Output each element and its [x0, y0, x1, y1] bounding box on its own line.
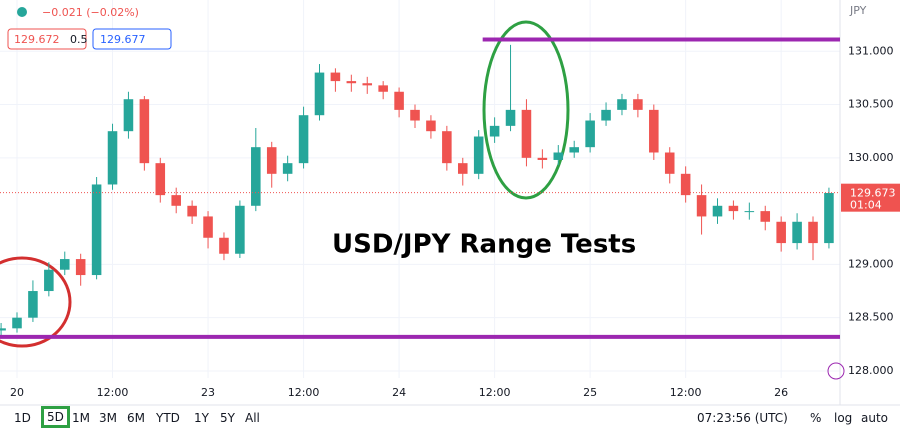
range-button[interactable]: 1Y	[194, 411, 209, 425]
range-button[interactable]: 5D	[41, 406, 70, 428]
candle-body	[219, 237, 229, 254]
candle-body	[649, 109, 659, 153]
candle-body	[346, 81, 357, 84]
candle-body	[521, 109, 532, 158]
x-tick-label: 24	[392, 386, 406, 399]
change: −0.021 (−0.02%)	[42, 6, 139, 19]
candle-body	[505, 109, 516, 126]
candle-body	[680, 173, 691, 196]
y-tick-label: 130.500	[848, 98, 894, 111]
candle-body	[712, 205, 723, 217]
range-button[interactable]: 1D	[14, 411, 31, 425]
x-tick-label: 23	[201, 386, 215, 399]
candle-body	[330, 72, 341, 82]
candle-body	[410, 109, 420, 121]
candle-body	[728, 205, 739, 212]
highlight-circle	[482, 20, 570, 200]
candle-body	[44, 269, 54, 292]
x-tick-label: 12:00	[670, 386, 702, 399]
range-button[interactable]: 1M	[72, 411, 90, 425]
ask: 129.677	[100, 33, 146, 46]
highlight-circle	[0, 256, 72, 348]
percent-toggle[interactable]: %	[810, 411, 822, 425]
bid-box	[7, 28, 87, 50]
auto-toggle[interactable]: auto	[861, 411, 889, 425]
candle-body	[664, 152, 675, 174]
alert-icon	[827, 362, 845, 380]
candle-body	[569, 147, 579, 153]
candle-body	[0, 328, 6, 331]
x-tick-label: 12:00	[479, 386, 511, 399]
candle-body	[378, 85, 388, 92]
candle-body	[266, 147, 277, 174]
last-price-label: 129.673	[850, 187, 896, 200]
last-price-box	[841, 183, 900, 212]
candle-body	[12, 317, 22, 329]
candle-body	[394, 91, 404, 110]
candle-body	[792, 221, 802, 244]
candle-body	[171, 195, 181, 206]
x-tick-label: 12:00	[97, 386, 129, 399]
candle-body	[426, 120, 436, 132]
candle-body	[28, 291, 38, 318]
candle-body	[59, 259, 70, 270]
range-button[interactable]: 3M	[99, 411, 117, 425]
countdown: 01:04	[850, 199, 882, 212]
status-dot	[17, 7, 27, 17]
ask-box	[92, 28, 172, 50]
candle-body	[235, 205, 245, 254]
y-tick-label: 130.000	[848, 151, 894, 164]
x-tick-label: 25	[583, 386, 597, 399]
range-button[interactable]: All	[245, 411, 260, 425]
candle-body	[457, 163, 468, 174]
candle-body	[282, 163, 293, 174]
candle-body	[489, 125, 500, 137]
candle-body	[824, 192, 834, 244]
candle-body	[123, 99, 134, 132]
candle-body	[808, 221, 818, 244]
range-button[interactable]: 6M	[127, 411, 145, 425]
range-button[interactable]: 5Y	[220, 411, 235, 425]
x-tick-label: 20	[10, 386, 24, 399]
candle-body	[696, 195, 707, 217]
currency: JPY	[849, 4, 867, 17]
candle-body	[776, 221, 786, 244]
candle-body	[75, 259, 86, 276]
annotation: USD/JPY Range Tests	[332, 230, 636, 260]
range-button[interactable]: YTD	[156, 411, 180, 425]
y-tick-label: 129.000	[848, 257, 894, 270]
log-toggle[interactable]: log	[834, 411, 853, 425]
y-tick-label: 131.000	[848, 44, 894, 57]
candle-body	[744, 211, 755, 213]
bid: 129.672	[14, 33, 60, 46]
candle-body	[585, 120, 595, 148]
candle-body	[760, 211, 771, 222]
candle-body	[155, 163, 166, 196]
candle-body	[553, 152, 564, 160]
spread: 0.5	[70, 33, 88, 46]
candle-body	[314, 72, 325, 116]
candle-body	[91, 184, 102, 276]
x-tick-label: 26	[774, 386, 788, 399]
candle-body	[187, 205, 197, 217]
candle-body	[601, 109, 611, 121]
time[interactable]: 07:23:56 (UTC)	[697, 411, 788, 425]
candle-body	[362, 83, 373, 86]
candle-body	[473, 136, 484, 174]
candle-body	[537, 157, 548, 160]
y-tick-label: 128.500	[848, 311, 894, 324]
candle-body	[203, 216, 213, 238]
candle-body	[617, 99, 627, 110]
candle-body	[107, 131, 118, 185]
candle-body	[633, 99, 643, 110]
y-tick-label: 128.000	[848, 364, 894, 377]
candle-body	[139, 99, 150, 164]
candle-body	[298, 115, 309, 164]
candle-body	[442, 131, 452, 164]
candle-body	[251, 147, 261, 206]
x-tick-label: 12:00	[288, 386, 320, 399]
